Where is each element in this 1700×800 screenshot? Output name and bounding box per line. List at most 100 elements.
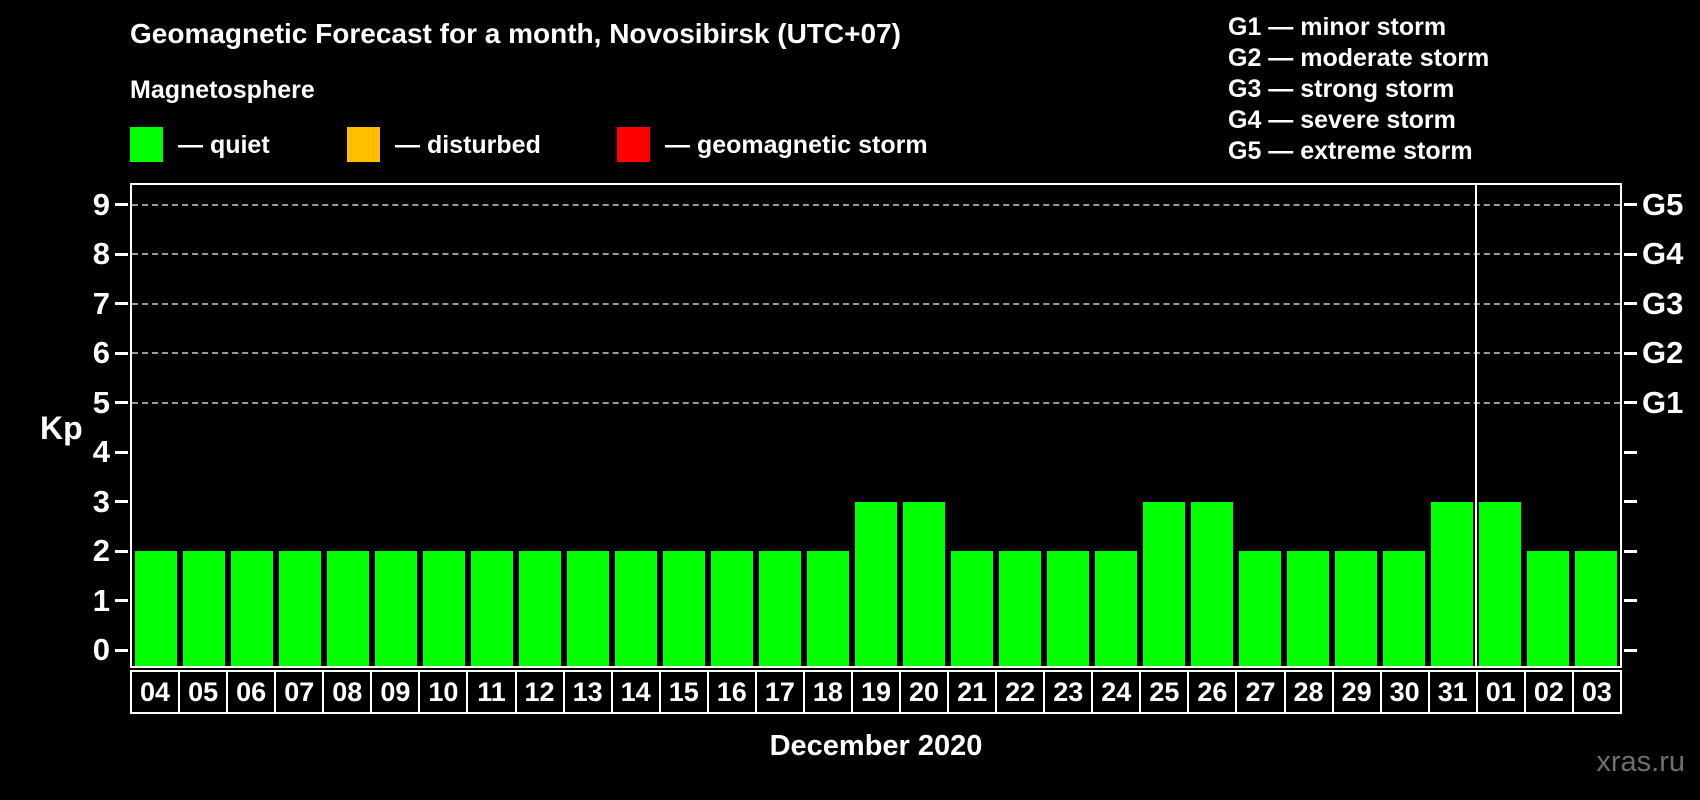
y-tick-right-0: [1624, 648, 1637, 652]
bar-day-28: [1287, 551, 1329, 666]
day-label-cell: 08: [322, 670, 373, 714]
day-label-cell: 12: [514, 670, 565, 714]
day-label-cell: 29: [1331, 670, 1382, 714]
y-tick-label-6: 6: [92, 335, 110, 371]
y-tick-left-2: [115, 549, 128, 553]
bar-day-20: [903, 501, 945, 666]
day-label-cell: 22: [995, 670, 1046, 714]
y-tick-label-1: 1: [92, 582, 110, 618]
bar-day-24: [1095, 551, 1137, 666]
x-axis-title: December 2020: [769, 730, 983, 762]
day-label-cell: 14: [610, 670, 661, 714]
y-tick-left-6: [115, 351, 128, 355]
day-label-cell: 09: [370, 670, 421, 714]
legend-swatch-disturbed: [347, 127, 380, 162]
bar-day-19: [855, 501, 897, 666]
day-label-cell: 05: [178, 670, 229, 714]
plot-inner: 0 1 2 3 4 5 6 7 8 9 G1 G2 G3 G4 G5: [93, 185, 1683, 667]
bar-day-16: [711, 551, 753, 666]
day-label-cell: 20: [899, 670, 950, 714]
legend-swatch-geomagnetic-storm: [617, 127, 650, 162]
y-tick-label-7: 7: [92, 285, 110, 321]
month-separator: [1475, 185, 1477, 666]
y-tick-left-1: [115, 599, 128, 603]
right-axis-label-G1: G1: [1642, 384, 1684, 420]
y-tick-left-0: [115, 648, 128, 652]
gridline-kp-8: [132, 253, 1620, 256]
plot-area: 0 1 2 3 4 5 6 7 8 9 G1 G2 G3 G4 G5: [93, 183, 1683, 668]
y-tick-left-4: [115, 450, 128, 454]
bar-day-22: [999, 551, 1041, 666]
bar-day-12: [519, 551, 561, 666]
day-label-cell: 19: [850, 670, 901, 714]
bar-day-06: [231, 551, 273, 666]
bar-day-21: [951, 551, 993, 666]
y-tick-right-7: [1624, 302, 1637, 306]
bar-day-08: [327, 551, 369, 666]
y-tick-label-9: 9: [92, 186, 110, 222]
storm-scale-line: G1 — minor storm: [1228, 13, 1447, 41]
bar-day-15: [663, 551, 705, 666]
right-axis-label-G2: G2: [1642, 335, 1684, 371]
day-label-cell: 24: [1091, 670, 1142, 714]
bar-day-27: [1239, 551, 1281, 666]
y-tick-right-3: [1624, 500, 1637, 504]
bar-day-07: [279, 551, 321, 666]
day-label-cell: 25: [1139, 670, 1190, 714]
right-axis-label-G5: G5: [1642, 186, 1684, 222]
y-tick-right-1: [1624, 599, 1637, 603]
bar-day-29: [1335, 551, 1377, 666]
bar-day-02: [1527, 551, 1569, 666]
legend-label-geomagnetic-storm: — geomagnetic storm: [665, 131, 928, 159]
day-label-cell: 06: [226, 670, 277, 714]
right-axis-label-G4: G4: [1642, 236, 1684, 272]
bar-day-04: [135, 551, 177, 666]
legend-label-disturbed: — disturbed: [395, 131, 541, 159]
y-tick-left-9: [115, 203, 128, 207]
bar-day-23: [1047, 551, 1089, 666]
y-tick-label-3: 3: [92, 483, 110, 519]
day-label-cell: 31: [1427, 670, 1478, 714]
day-label-cell: 26: [1187, 670, 1238, 714]
bar-day-25: [1143, 501, 1185, 666]
bar-day-31: [1430, 501, 1473, 666]
bar-day-01: [1479, 501, 1521, 666]
bar-day-30: [1383, 551, 1425, 666]
page-title: Geomagnetic Forecast for a month, Novosi…: [130, 18, 901, 49]
day-label-cell: 21: [947, 670, 998, 714]
y-tick-label-4: 4: [92, 434, 110, 470]
y-tick-label-0: 0: [92, 632, 110, 668]
y-tick-right-6: [1624, 351, 1637, 355]
gridline-kp-6: [132, 352, 1620, 355]
y-tick-right-9: [1624, 203, 1637, 207]
y-tick-label-5: 5: [92, 384, 110, 420]
day-label-cell: 28: [1283, 670, 1334, 714]
day-label-cell: 04: [130, 670, 181, 714]
day-label-cell: 23: [1043, 670, 1094, 714]
day-label-cell: 17: [754, 670, 805, 714]
y-tick-right-4: [1624, 450, 1637, 454]
y-tick-label-2: 2: [92, 533, 110, 569]
y-tick-label-8: 8: [92, 236, 110, 272]
gridline-kp-5: [132, 401, 1620, 404]
right-axis-label-G3: G3: [1642, 285, 1684, 321]
day-label-cell: 01: [1475, 670, 1526, 714]
bar-day-10: [423, 551, 465, 666]
day-label-cell: 07: [274, 670, 325, 714]
bar-day-05: [183, 551, 225, 666]
y-tick-left-7: [115, 302, 128, 306]
bar-day-17: [759, 551, 801, 666]
legend-label-quiet: — quiet: [178, 131, 270, 159]
watermark: xras.ru: [1596, 746, 1685, 778]
bar-day-09: [375, 551, 417, 666]
day-label-cell: 02: [1523, 670, 1574, 714]
gridline-kp-9: [132, 203, 1620, 206]
y-tick-left-8: [115, 252, 128, 256]
gridline-kp-7: [132, 302, 1620, 305]
y-tick-right-8: [1624, 252, 1637, 256]
y-tick-right-5: [1624, 401, 1637, 405]
y-tick-right-2: [1624, 549, 1637, 553]
day-label-cell: 18: [802, 670, 853, 714]
x-axis-day-labels: 04 05 06 07 08 09 10 11 12 13 14 15 16 17 18 19 20 21 22 23…: [130, 670, 1622, 714]
